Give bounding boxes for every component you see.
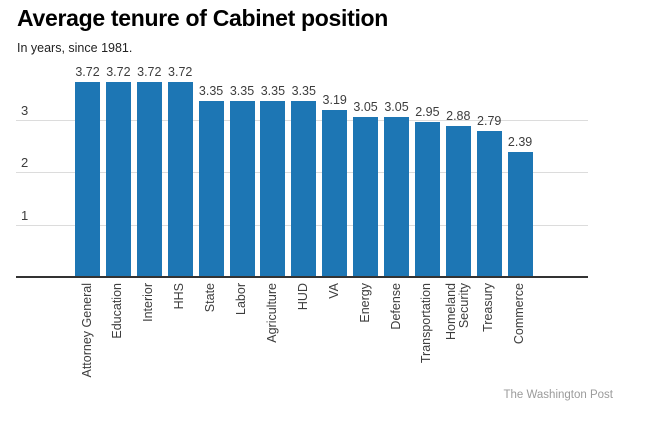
bar-value-label: 3.05: [384, 100, 409, 115]
x-axis-label: Commerce: [512, 283, 527, 345]
bar-value-label: 3.35: [198, 84, 224, 99]
x-axis-label: Interior: [141, 283, 156, 322]
x-axis-label: Labor: [234, 283, 248, 315]
x-axis-label: Agriculture: [264, 283, 279, 343]
bar: [105, 82, 131, 277]
bar-value-label: 3.35: [291, 84, 316, 99]
bar-value-label: 3.05: [353, 100, 378, 115]
bar: [198, 101, 224, 277]
bar-value-label: 3.35: [229, 84, 255, 99]
attribution: The Washington Post: [503, 389, 613, 401]
bar-value-label: 2.95: [415, 105, 440, 120]
bar: [136, 82, 162, 277]
bar-value-label: 2.39: [507, 134, 533, 149]
bar-value-label: 3.35: [260, 84, 286, 99]
y-tick-label: 3: [21, 103, 29, 118]
bar-value-label: 3.72: [106, 65, 131, 80]
bar: [476, 130, 502, 277]
x-axis-label: State: [203, 283, 218, 313]
x-axis-label: Transportation: [419, 283, 434, 364]
chart-title: Average tenure of Cabinet position: [17, 5, 389, 31]
bar: [229, 101, 255, 277]
bar-value-label: 2.79: [477, 113, 502, 128]
x-axis-label: VA: [326, 283, 341, 299]
x-axis-label: Homeland Security: [443, 283, 471, 340]
bar-value-label: 3.72: [168, 65, 193, 80]
bar-value-label: 3.72: [137, 65, 162, 80]
bar: [167, 82, 193, 277]
bar: [75, 82, 100, 277]
x-axis-label: Energy: [357, 283, 372, 323]
x-axis-label: Attorney General: [79, 283, 94, 378]
bar: [445, 126, 471, 277]
bar-value-label: 3.19: [322, 92, 347, 107]
y-tick-label: 1: [21, 208, 29, 223]
y-tick-label: 2: [21, 155, 29, 170]
x-axis-label: HUD: [295, 283, 310, 311]
chart-subtitle: In years, since 1981.: [17, 41, 133, 55]
bar: [414, 122, 440, 277]
bar-value-label: 2.88: [446, 109, 471, 124]
x-axis-label: HHS: [172, 283, 187, 310]
bar: [322, 109, 348, 277]
x-axis-line: [16, 276, 588, 278]
bar: [384, 117, 409, 277]
bar: [260, 101, 286, 277]
x-axis-label: Treasury: [481, 283, 496, 332]
x-axis-label: Defense: [388, 283, 403, 330]
bar-value-label: 3.72: [75, 65, 100, 80]
bar: [507, 151, 533, 277]
x-axis-label: Education: [110, 283, 125, 339]
bar: [291, 101, 317, 277]
bar: [353, 117, 379, 277]
